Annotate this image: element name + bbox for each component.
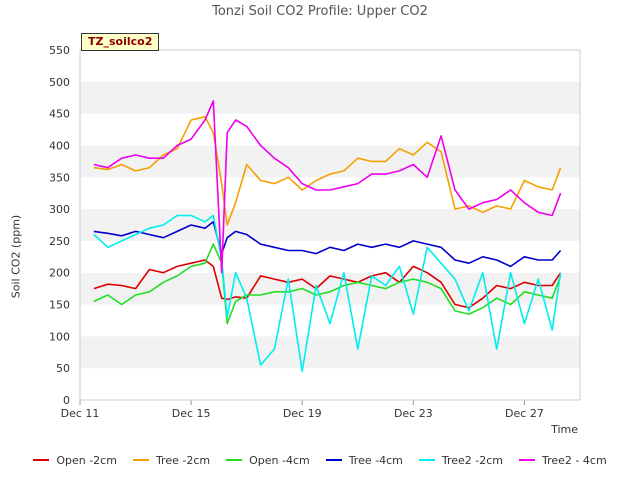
- grid-band: [80, 113, 580, 146]
- legend-item-tree-4cm: Tree -4cm: [325, 450, 403, 470]
- x-tick-label: Dec 27: [505, 407, 544, 420]
- grid-band: [80, 272, 580, 305]
- grid-bands: [80, 50, 580, 400]
- grid-band: [80, 304, 580, 337]
- y-axis-ticks: 0 50 100 150 200 250 300 350 400 450 500 550: [49, 44, 70, 407]
- grid-band: [80, 240, 580, 273]
- legend-item-tree2-4cm: Tree2 - 4cm: [519, 450, 607, 470]
- site-tag: TZ_soilco2: [81, 33, 160, 51]
- legend-swatch: [519, 459, 536, 461]
- series-line-tree2-4cm: [93, 100, 562, 274]
- y-tick-label: 450: [49, 108, 70, 121]
- y-tick-label: 550: [49, 44, 70, 57]
- legend-item-tree2-2cm: Tree2 -2cm: [418, 450, 503, 470]
- y-tick-label: 300: [49, 203, 70, 216]
- legend: Open -2cm Tree -2cm Open -4cm Tree -4cm …: [0, 450, 640, 470]
- chart-title: Tonzi Soil CO2 Profile: Upper CO2: [212, 4, 428, 19]
- series-lines: [93, 100, 562, 373]
- grid-band: [80, 368, 580, 400]
- y-tick-label: 200: [49, 267, 70, 280]
- legend-swatch: [325, 459, 342, 461]
- x-axis-ticks: Dec 11 Dec 15 Dec 19 Dec 23 Dec 27: [61, 400, 544, 420]
- y-tick-label: 50: [56, 362, 70, 375]
- grid-band: [80, 336, 580, 369]
- x-tick-label: Dec 23: [394, 407, 433, 420]
- grid-band: [80, 50, 580, 82]
- x-axis-label: Time: [551, 423, 578, 436]
- legend-swatch: [33, 459, 50, 461]
- grid-band: [80, 81, 580, 114]
- legend-item-open-4cm: Open -4cm: [226, 450, 310, 470]
- legend-swatch: [226, 459, 243, 461]
- y-tick-label: 100: [49, 330, 70, 343]
- series-line-tree-2cm: [93, 116, 562, 226]
- plot-frame: [79, 49, 581, 401]
- grid-band: [80, 145, 580, 178]
- x-tick-label: Dec 19: [283, 407, 322, 420]
- series-line-tree2-2cm: [93, 214, 562, 373]
- series-line-open-4cm: [93, 243, 562, 325]
- legend-item-open-2cm: Open -2cm: [33, 450, 117, 470]
- y-tick-label: 350: [49, 171, 70, 184]
- y-tick-label: 250: [49, 235, 70, 248]
- y-tick-label: 500: [49, 76, 70, 89]
- y-axis-label: Soil CO2 (ppm): [9, 214, 23, 299]
- legend-swatch: [418, 459, 435, 461]
- series-line-tree-4cm: [93, 221, 562, 268]
- legend-item-tree-2cm: Tree -2cm: [132, 450, 210, 470]
- grid-band: [80, 177, 580, 210]
- legend-swatch: [132, 459, 149, 461]
- x-tick-label: Dec 15: [172, 407, 211, 420]
- y-tick-label: 150: [49, 299, 70, 312]
- x-tick-label: Dec 11: [61, 407, 100, 420]
- y-tick-label: 0: [63, 394, 70, 407]
- y-tick-label: 400: [49, 139, 70, 152]
